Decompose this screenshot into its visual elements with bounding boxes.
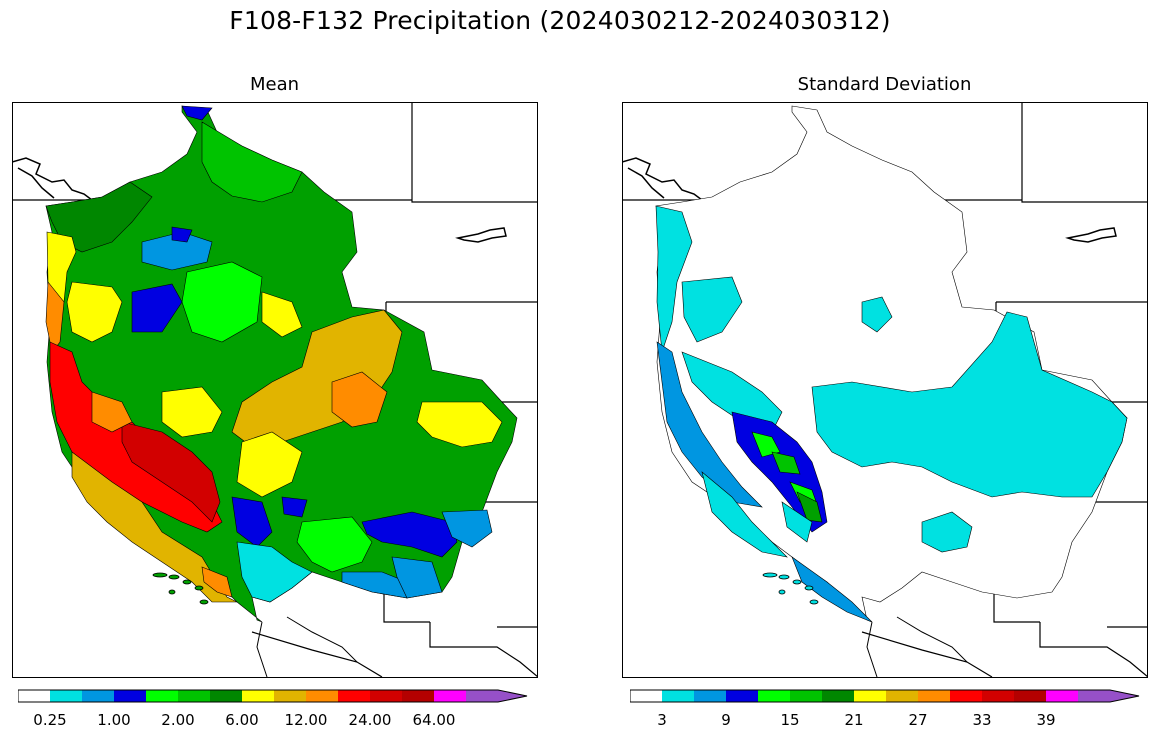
colorbar-segment [18, 690, 50, 702]
colorbar-segment [726, 690, 758, 702]
colorbar-segment [1014, 690, 1046, 702]
colorbar-tick-label: 9 [721, 711, 731, 729]
colorbar-segment [758, 690, 790, 702]
colorbar-tick-label: 27 [908, 711, 928, 729]
mean-precipitation-map [12, 102, 538, 678]
panel-title-mean: Mean [249, 74, 300, 95]
colorbar-tick-label: 2.00 [161, 711, 195, 729]
colorbar-tick-label: 6.00 [225, 711, 259, 729]
colorbar-tick-label: 64.00 [412, 711, 456, 729]
colorbar-segment [694, 690, 726, 702]
colorbar-tick-label: 0.25 [33, 711, 67, 729]
colorbar-segment [370, 690, 402, 702]
colorbar-segment [146, 690, 178, 702]
colorbar-tick-label: 3 [657, 711, 667, 729]
colorbar-tick-label: 21 [844, 711, 864, 729]
colorbar-tick-label: 39 [1036, 711, 1056, 729]
mean-colorbar [18, 689, 528, 703]
colorbar-segment [918, 690, 950, 702]
colorbar-segment [306, 690, 338, 702]
figure-title: F108-F132 Precipitation (2024030212-2024… [229, 6, 891, 35]
colorbar-segment [210, 690, 242, 702]
colorbar-tick-label: 12.00 [284, 711, 328, 729]
colorbar-segment [982, 690, 1014, 702]
colorbar-segment [338, 690, 370, 702]
colorbar-segment [274, 690, 306, 702]
colorbar-tick-label: 33 [972, 711, 992, 729]
panel-title-stddev: Standard Deviation [797, 74, 972, 95]
colorbar-segment [402, 690, 434, 702]
colorbar-segment [662, 690, 694, 702]
mean-colorbar-blocks [18, 689, 528, 703]
colorbar-outline [630, 689, 1140, 703]
colorbar-tick-label: 1.00 [97, 711, 131, 729]
colorbar-outline [18, 689, 528, 703]
colorbar-segment [178, 690, 210, 702]
colorbar-segment [434, 690, 466, 702]
stddev-precipitation-map [622, 102, 1148, 678]
colorbar-segment [50, 690, 82, 702]
colorbar-segment [950, 690, 982, 702]
colorbar-segment [790, 690, 822, 702]
colorbar-segment [886, 690, 918, 702]
colorbar-segment [242, 690, 274, 702]
stddev-colorbar [630, 689, 1140, 703]
stddev-colorbar-blocks [630, 689, 1140, 703]
colorbar-segment [82, 690, 114, 702]
colorbar-tick-label: 15 [780, 711, 800, 729]
colorbar-segment [114, 690, 146, 702]
colorbar-segment [1078, 690, 1139, 702]
colorbar-tick-label: 24.00 [348, 711, 392, 729]
colorbar-segment [630, 690, 662, 702]
colorbar-segment [854, 690, 886, 702]
colorbar-segment [1046, 690, 1078, 702]
colorbar-segment [466, 690, 527, 702]
colorbar-segment [822, 690, 854, 702]
